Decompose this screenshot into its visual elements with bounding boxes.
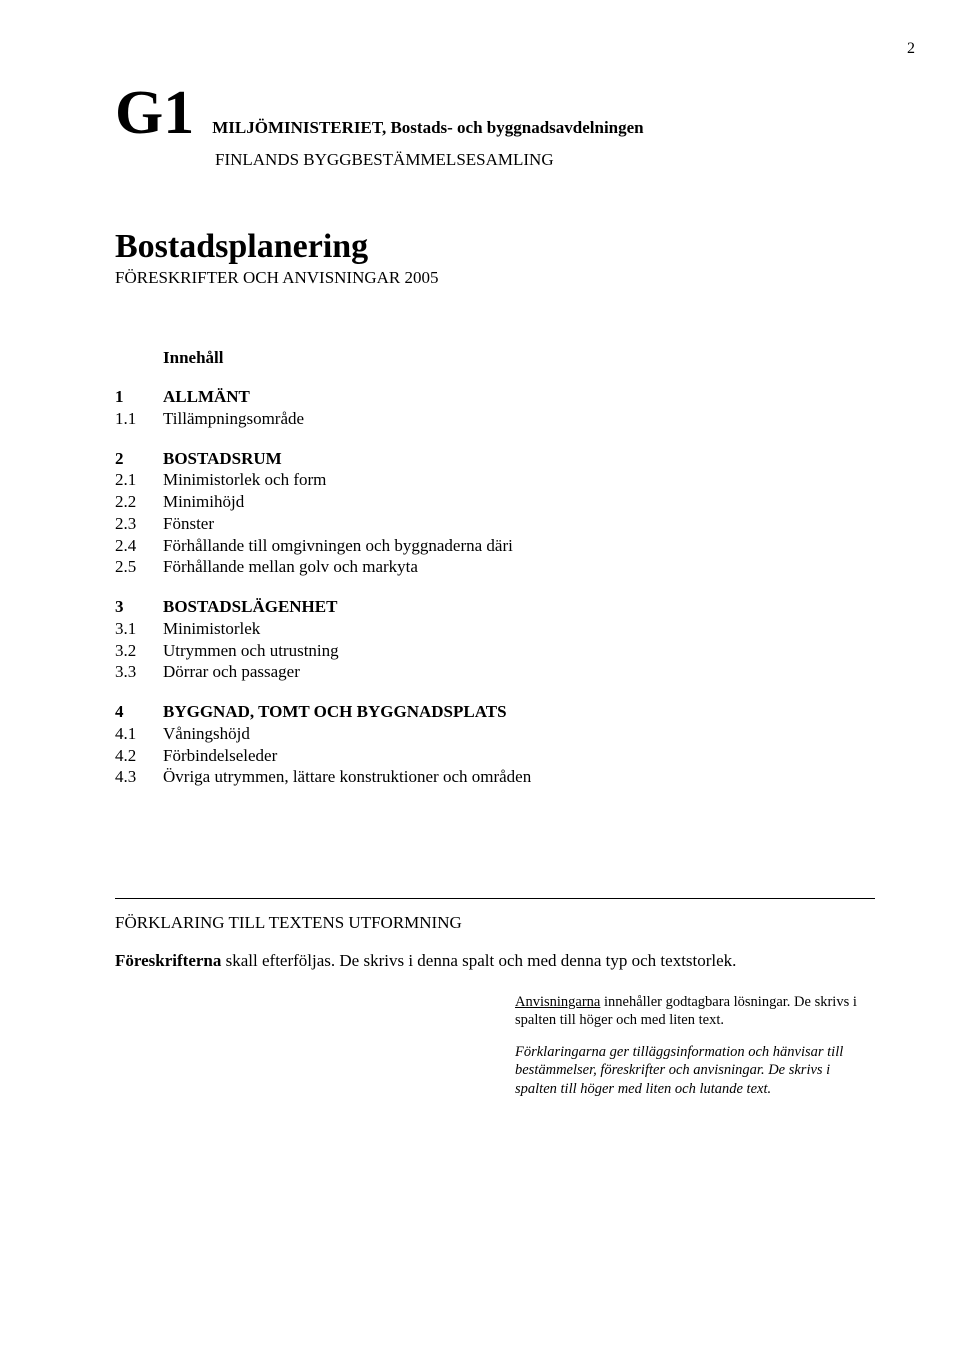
doc-title: Bostadsplanering — [115, 228, 875, 266]
explain-heading: FÖRKLARING TILL TEXTENS UTFORMNING — [115, 913, 875, 933]
toc-num: 4 — [115, 701, 163, 723]
toc-num: 3.1 — [115, 618, 163, 640]
toc-label: Förbindelseleder — [163, 745, 875, 767]
toc-label: Övriga utrymmen, lättare konstruktioner … — [163, 766, 875, 788]
divider — [115, 898, 875, 899]
toc-label: Tillämpningsområde — [163, 408, 875, 430]
toc-label: Dörrar och passager — [163, 661, 875, 683]
toc-num: 1 — [115, 386, 163, 408]
toc-heading: Innehåll — [163, 348, 875, 368]
doc-subtitle: FÖRESKRIFTER OCH ANVISNINGAR 2005 — [115, 268, 875, 288]
page-number: 2 — [115, 40, 915, 58]
ministry-line: MILJÖMINISTERIET, Bostads- och byggnadsa… — [212, 118, 643, 138]
doc-code: G1 — [115, 82, 194, 144]
toc-label: Utrymmen och utrustning — [163, 640, 875, 662]
toc-num: 4.1 — [115, 723, 163, 745]
toc-label: Minimistorlek — [163, 618, 875, 640]
toc-num: 2 — [115, 448, 163, 470]
toc-num: 2.5 — [115, 556, 163, 578]
explain-forklaringar: Förklaringarna ger tilläggsinformation o… — [515, 1043, 875, 1097]
explain-p1-rest: skall efterföljas. De skrivs i denna spa… — [221, 951, 736, 970]
toc-label: Förhållande till omgivningen och byggnad… — [163, 535, 875, 557]
document-header: G1 MILJÖMINISTERIET, Bostads- och byggna… — [115, 82, 875, 288]
toc-num: 2.3 — [115, 513, 163, 535]
explain-right-column: Anvisningarna innehåller godtagbara lösn… — [515, 993, 875, 1098]
toc-label: Våningshöjd — [163, 723, 875, 745]
toc-num: 3.2 — [115, 640, 163, 662]
explain-anvisningar: Anvisningarna innehåller godtagbara lösn… — [515, 993, 875, 1029]
toc-num: 3.3 — [115, 661, 163, 683]
explain-p1-bold: Föreskrifterna — [115, 951, 221, 970]
toc-label: BOSTADSRUM — [163, 448, 875, 470]
toc-label: Minimihöjd — [163, 491, 875, 513]
toc-label: Minimistorlek och form — [163, 469, 875, 491]
table-of-contents: 1 ALLMÄNT 1.1 Tillämpningsområde 2 BOSTA… — [115, 386, 875, 788]
explain-p3-italic: Förklaringarna — [515, 1044, 606, 1060]
explain-foreskrifter: Föreskrifterna skall efterföljas. De skr… — [115, 951, 875, 971]
toc-label: BYGGNAD, TOMT OCH BYGGNADSPLATS — [163, 701, 875, 723]
toc-num: 1.1 — [115, 408, 163, 430]
toc-section: 1 ALLMÄNT 1.1 Tillämpningsområde — [115, 386, 875, 430]
toc-num: 2.1 — [115, 469, 163, 491]
explain-p2-underline: Anvisningarna — [515, 994, 600, 1010]
toc-section: 2 BOSTADSRUM 2.1 Minimistorlek och form … — [115, 448, 875, 579]
toc-section: 4 BYGGNAD, TOMT OCH BYGGNADSPLATS 4.1 Vå… — [115, 701, 875, 788]
toc-label: Fönster — [163, 513, 875, 535]
toc-num: 4.3 — [115, 766, 163, 788]
toc-num: 2.2 — [115, 491, 163, 513]
toc-section: 3 BOSTADSLÄGENHET 3.1 Minimistorlek 3.2 … — [115, 596, 875, 683]
toc-num: 2.4 — [115, 535, 163, 557]
toc-label: BOSTADSLÄGENHET — [163, 596, 875, 618]
collection-line: FINLANDS BYGGBESTÄMMELSESAMLING — [215, 150, 875, 170]
toc-num: 4.2 — [115, 745, 163, 767]
toc-label: ALLMÄNT — [163, 386, 875, 408]
toc-num: 3 — [115, 596, 163, 618]
toc-label: Förhållande mellan golv och markyta — [163, 556, 875, 578]
